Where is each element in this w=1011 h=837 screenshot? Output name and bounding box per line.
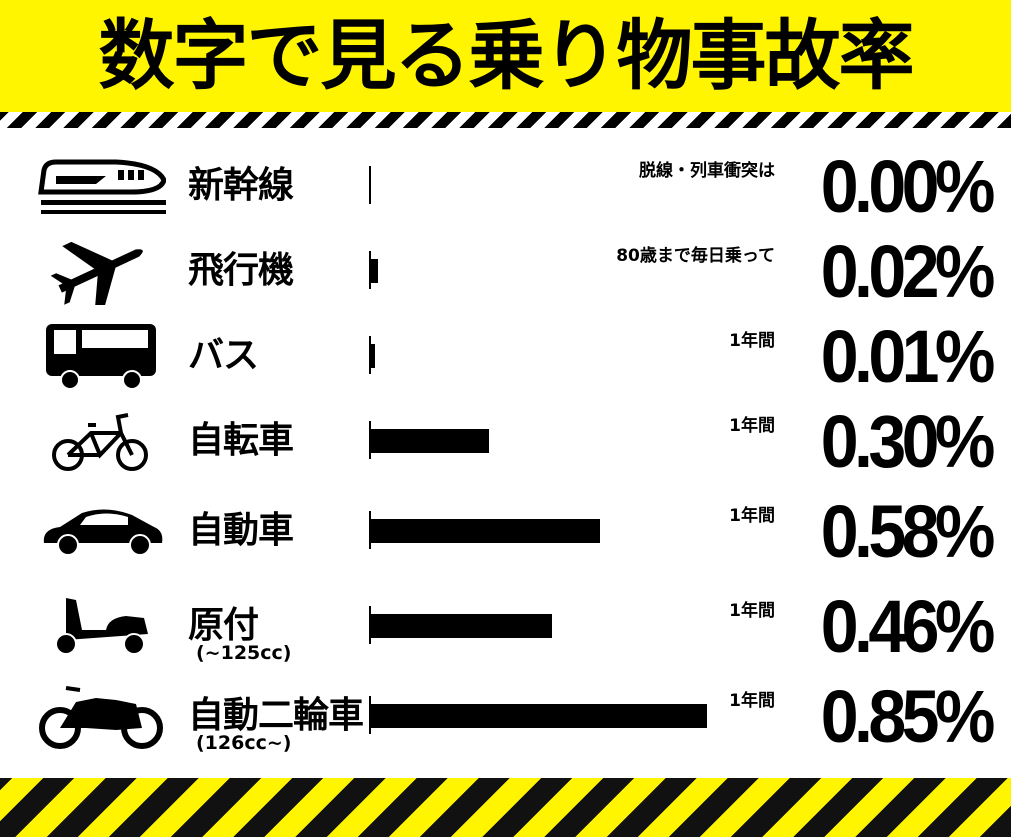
caution-stripe-bottom: [0, 778, 1011, 837]
bar: [370, 519, 600, 543]
motorcycle-icon: [39, 686, 163, 749]
category-label: 新幹線: [188, 165, 294, 206]
value-label: 0.02%: [820, 230, 996, 313]
chart-row: 自動二輪車 (126cc~) 1年間 0.85%: [0, 672, 1011, 758]
category-label: 原付: [188, 605, 259, 646]
chart-row: 自転車 1年間 0.30%: [0, 397, 1011, 483]
bullet-train-icon: [38, 159, 166, 214]
value-label: 0.01%: [820, 315, 996, 398]
category-label: 自転車: [188, 420, 294, 461]
category-label: 自動二輪車: [188, 695, 364, 736]
chart-row: バス 1年間 0.01%: [0, 312, 1011, 398]
category-label: 自動車: [188, 510, 294, 551]
value-label: 0.00%: [820, 145, 996, 228]
note-label: 80歳まで毎日乗って: [616, 246, 775, 266]
bar: [370, 614, 553, 638]
value-label: 0.85%: [820, 675, 996, 758]
note-label: 1年間: [729, 416, 775, 436]
scooter-icon: [55, 598, 148, 655]
chart-row: 原付 (~125cc) 1年間 0.46%: [0, 582, 1011, 668]
bar: [370, 344, 375, 368]
category-label: バス: [188, 335, 259, 376]
note-label: 1年間: [729, 506, 775, 526]
axis-line: [369, 166, 371, 204]
value-label: 0.46%: [820, 585, 996, 668]
page-title: 数字で見る乗り物事故率: [98, 11, 915, 100]
value-label: 0.30%: [820, 400, 996, 483]
chart-row: 新幹線 脱線・列車衝突は 0.00%: [0, 142, 1011, 228]
note-label: 1年間: [729, 601, 775, 621]
bicycle-icon: [52, 413, 148, 471]
airplane-icon: [50, 241, 143, 305]
car-icon: [43, 509, 163, 556]
bus-icon: [46, 324, 156, 390]
bar: [370, 259, 378, 283]
bar: [370, 429, 489, 453]
category-label: 飛行機: [188, 250, 294, 291]
chart-row: 飛行機 80歳まで毎日乗って 0.02%: [0, 227, 1011, 313]
chart-row: 自動車 1年間 0.58%: [0, 487, 1011, 573]
title-band: 数字で見る乗り物事故率: [0, 0, 1011, 112]
note-label: 1年間: [729, 331, 775, 351]
category-sublabel: (~125cc): [196, 642, 292, 664]
category-sublabel: (126cc~): [196, 732, 292, 754]
note-label: 脱線・列車衝突は: [639, 161, 775, 181]
bar: [370, 704, 707, 728]
note-label: 1年間: [729, 691, 775, 711]
caution-stripe-top: [0, 112, 1011, 128]
value-label: 0.58%: [820, 490, 996, 573]
